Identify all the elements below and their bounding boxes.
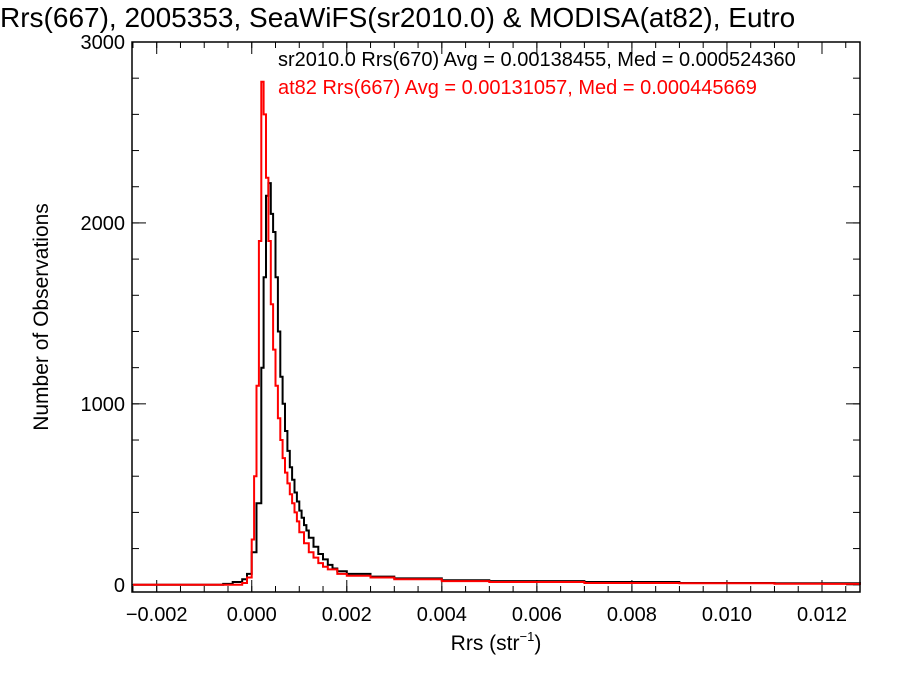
x-tick-label: 0.004	[417, 604, 467, 626]
y-tick-label: 2000	[81, 213, 126, 235]
plot-frame	[131, 41, 861, 593]
x-tick-label: 0.010	[702, 604, 752, 626]
x-tick-label: 0.012	[797, 604, 847, 626]
chart-title: Rrs(667), 2005353, SeaWiFS(sr2010.0) & M…	[0, 2, 795, 33]
x-tick-label: 0.008	[607, 604, 657, 626]
y-axis-label: Number of Observations	[30, 203, 53, 431]
y-tick-label: 3000	[81, 32, 126, 54]
x-axis-label-end: )	[534, 632, 541, 655]
x-axis-label-main: Rrs (str	[451, 632, 520, 655]
plot-series	[133, 80, 861, 586]
x-axis-label-superscript: −1	[520, 629, 535, 644]
x-tick-label: 0.006	[512, 604, 562, 626]
series-line-red	[133, 80, 861, 586]
x-tick-label: −0.002	[126, 604, 188, 626]
y-tick-label: 1000	[81, 394, 126, 416]
legend-entry-red: at82 Rrs(667) Avg = 0.00131057, Med = 0.…	[278, 77, 757, 99]
series-line-black	[133, 182, 861, 586]
y-tick-label: 0	[114, 575, 125, 597]
legend-entry-black: sr2010.0 Rrs(670) Avg = 0.00138455, Med …	[278, 49, 796, 71]
axis-ticks: −0.002 0.000 0.002 0.004 0.006 0.008 0.010 0.01…	[81, 32, 860, 626]
x-tick-label: 0.000	[227, 604, 277, 626]
x-tick-label: 0.002	[322, 604, 372, 626]
x-axis-label: Rrs (str−1)	[451, 629, 542, 655]
